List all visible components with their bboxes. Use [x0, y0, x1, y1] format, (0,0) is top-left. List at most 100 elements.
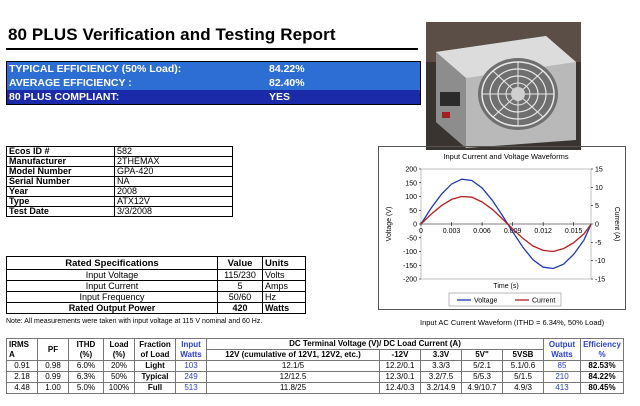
y2-tick-label: -10 [595, 258, 605, 265]
x-tick-label: 0 [419, 228, 423, 235]
rated-value: 50/60 [217, 291, 263, 303]
identity-value: GPA-420 [114, 166, 233, 177]
cell-input-watts: 513 [175, 382, 207, 394]
table-row: Rated Output Power 420 Watts [6, 302, 306, 314]
rated-unit: Amps [262, 280, 306, 292]
page-title: 80 PLUS Verification and Testing Report [8, 25, 336, 44]
efficiency-summary: TYPICAL EFFICIENCY (50% Load): 84.22% AV… [6, 61, 421, 105]
identity-key: Year [6, 186, 115, 197]
rated-unit: Watts [262, 302, 306, 314]
x-tick-label: 0.006 [473, 228, 491, 235]
cell-3v3: 3.2/14.9 [420, 382, 462, 394]
summary-label: 80 PLUS COMPLIANT: [9, 91, 120, 103]
cell-output-watts: 85 [543, 360, 581, 372]
y-tick-label: -100 [403, 249, 417, 256]
col-3v3: 3.3V [420, 349, 462, 361]
rated-unit: Hz [262, 291, 306, 303]
identity-value: 2THEMAX [114, 156, 233, 167]
cell-ithd: 5.0% [68, 382, 104, 394]
y-tick-label: 50 [409, 208, 417, 215]
cell-load: 50% [103, 371, 135, 383]
y2-tick-label: 0 [595, 222, 599, 229]
col-pf: PF [37, 338, 69, 361]
psu-fan-photo [426, 22, 581, 150]
identity-value: NA [114, 176, 233, 187]
col-ithd: ITHD (%) [68, 338, 104, 361]
rated-specifications-table: Rated Specifications Value Units Input V… [6, 256, 306, 314]
col-minus-12v: -12V [379, 349, 421, 361]
identity-key: Serial Number [6, 176, 115, 187]
cell-efficiency: 84.22% [580, 371, 624, 383]
y2-tick-label: 10 [595, 185, 603, 192]
rated-key: Rated Output Power [6, 302, 218, 314]
cell-output-watts: 413 [543, 382, 581, 394]
summary-value: YES [269, 91, 291, 103]
cell-pf: 0.98 [37, 360, 69, 372]
summary-value: 82.40% [269, 77, 305, 89]
y-axis-label: Voltage (V) [386, 207, 393, 242]
cell-minus-12v: 12.3/0.1 [379, 371, 421, 383]
table-row: Input Voltage 115/230 Volts [6, 269, 306, 281]
table-row: Serial Number NA [6, 176, 233, 187]
identity-key: Ecos ID # [6, 146, 115, 157]
cell-12v: 12/12.5 [206, 371, 380, 383]
series-line-current [420, 195, 592, 253]
table-row: Input Frequency 50/60 Hz [6, 291, 306, 303]
identity-value: 2008 [114, 186, 233, 197]
y2-axis-label: Current (A) [613, 207, 620, 242]
x-tick-label: 0.003 [443, 228, 461, 235]
table-row: 0.91 0.98 6.0% 20% Light 103 12.1/5 12.2/0.1 3.3… [6, 360, 624, 372]
cell-pf: 0.99 [37, 371, 69, 383]
y-tick-label: -200 [403, 277, 417, 284]
cell-5v: 4.9/10.7 [461, 382, 503, 394]
cell-12v: 12.1/5 [206, 360, 380, 372]
table-row: Year 2008 [6, 186, 233, 197]
rated-key: Input Voltage [6, 269, 218, 281]
x-axis-label: Time (s) [493, 283, 518, 290]
col-input-watts: Input Watts [175, 338, 207, 361]
identity-value: ATX12V [114, 196, 233, 207]
summary-row-typical: TYPICAL EFFICIENCY (50% Load): 84.22% [7, 62, 420, 76]
identity-key: Test Date [6, 206, 115, 217]
cell-irms: 2.18 [6, 371, 38, 383]
cell-pf: 1.00 [37, 382, 69, 394]
col-efficiency: Efficiency % [580, 338, 624, 361]
cell-load: 20% [103, 360, 135, 372]
cell-minus-12v: 12.2/0.1 [379, 360, 421, 372]
waveform-svg: Input Current and Voltage Waveforms 200 15… [386, 152, 620, 307]
y-tick-label: 100 [405, 194, 417, 201]
cell-output-watts: 210 [543, 371, 581, 383]
cell-3v3: 3.3/3 [420, 360, 462, 372]
cell-minus-12v: 12.4/0.3 [379, 382, 421, 394]
table-row: Ecos ID #582 [6, 146, 233, 157]
y-tick-label: 200 [405, 167, 417, 174]
y-tick-label: 150 [405, 180, 417, 187]
col-load: Load (%) [103, 338, 135, 361]
chart-title: Input Current and Voltage Waveforms [443, 152, 568, 161]
y-tick-label: -50 [407, 235, 417, 242]
cell-5v: 5/5.3 [461, 371, 503, 383]
col-5v: 5V" [461, 349, 503, 361]
cell-5vsb: 5.1/0.6 [502, 360, 544, 372]
cell-fraction: Full [134, 382, 176, 394]
chart-caption: Input AC Current Waveform (ITHD = 6.34%,… [420, 318, 605, 327]
rated-value: 115/230 [217, 269, 263, 281]
table-row: Model Number GPA-420 [6, 166, 233, 177]
table-header-row: IRMS A PF ITHD (%) Load (%) Fraction of L… [6, 338, 624, 361]
table-header-row: Rated Specifications Value Units [6, 256, 306, 270]
table-row: 2.18 0.99 6.3% 50% Typical 249 12/12.5 12.3/0.1… [6, 371, 624, 383]
y2-tick-label: -15 [595, 277, 605, 284]
col-irms-label: IRMS [9, 339, 29, 349]
legend-label-current: Current [532, 298, 555, 305]
summary-row-average: AVERAGE EFFICIENCY : 82.40% [7, 76, 420, 90]
cell-5vsb: 5/1.5 [502, 371, 544, 383]
legend-box [448, 292, 562, 307]
measurement-data-table: IRMS A PF ITHD (%) Load (%) Fraction of L… [6, 338, 624, 394]
col-output-watts: Output Watts [543, 338, 581, 361]
rated-key: Input Current [6, 280, 218, 292]
col-5vsb: 5VSB [502, 349, 544, 361]
cell-irms: 4.48 [6, 382, 38, 394]
cell-ithd: 6.3% [68, 371, 104, 383]
table-row: 4.48 1.00 5.0% 100% Full 513 11.8/25 12.4/0.3 3.… [6, 382, 624, 394]
cell-irms: 0.91 [6, 360, 38, 372]
